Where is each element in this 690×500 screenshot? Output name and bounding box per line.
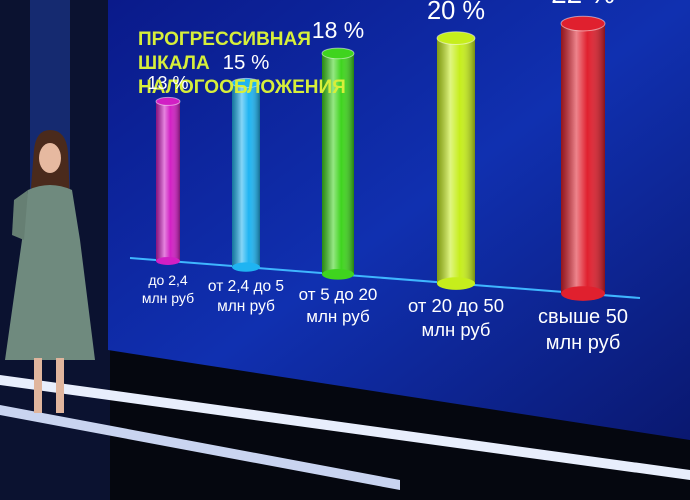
bar-shading xyxy=(232,83,260,268)
value-label: 20 % xyxy=(426,0,486,26)
baseline xyxy=(129,257,641,299)
bar-shading xyxy=(156,101,180,261)
x-tick-label: до 2,4 млн руб xyxy=(141,271,195,307)
bar-cap xyxy=(231,77,261,89)
x-tick-label: свыше 50 млн руб xyxy=(538,305,628,354)
bar-foot xyxy=(232,262,260,272)
x-tick-label: от 20 до 50 млн руб xyxy=(407,294,504,340)
floor-light xyxy=(0,405,400,490)
bar-cap xyxy=(560,15,606,32)
presenter xyxy=(5,130,95,413)
value-label: 15 % xyxy=(222,50,270,74)
floor-light xyxy=(0,375,690,480)
bar-shading xyxy=(322,53,354,275)
chart-title: ПРОГРЕССИВНАЯ ШКАЛА НАЛОГООБЛОЖЕНИЯ xyxy=(138,29,346,98)
value-label: 13 % xyxy=(147,73,189,94)
bar-cap xyxy=(155,96,181,106)
bar-shading xyxy=(561,23,605,294)
value-label: 18 % xyxy=(311,17,365,44)
bar-shading xyxy=(437,38,475,284)
x-tick-label: от 2,4 до 5 млн руб xyxy=(207,278,285,316)
bar-foot xyxy=(561,286,605,301)
bar-foot xyxy=(156,256,180,265)
bar-cap xyxy=(436,31,476,45)
bar-foot xyxy=(437,277,475,290)
value-label: 22 % xyxy=(551,0,615,10)
x-tick-label: от 5 до 20 млн руб xyxy=(298,285,378,327)
bar-foot xyxy=(322,268,354,280)
bar-cap xyxy=(321,47,355,60)
